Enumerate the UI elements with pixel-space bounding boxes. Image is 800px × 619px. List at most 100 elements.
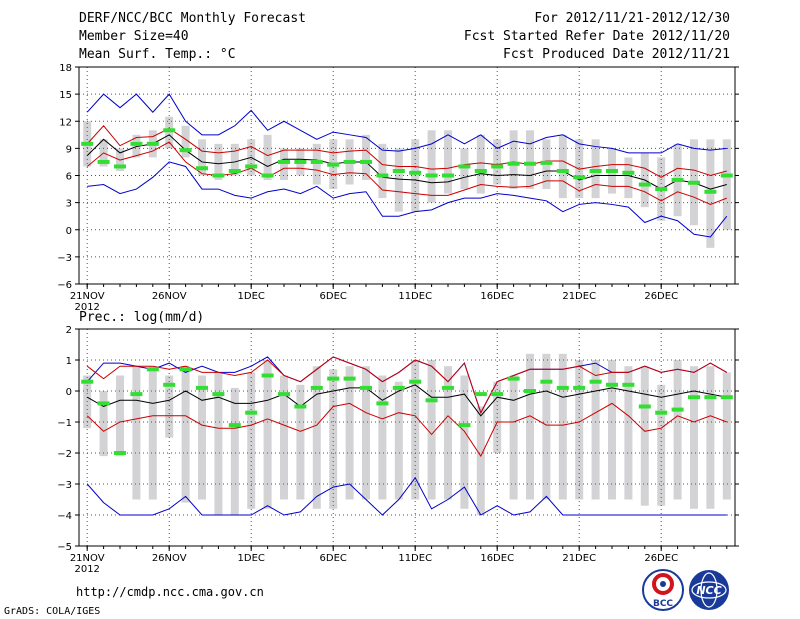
median-marker (442, 173, 454, 178)
median-marker (114, 164, 126, 169)
bcc-logo: BCC (642, 569, 684, 611)
median-marker (458, 423, 471, 428)
median-marker (278, 392, 290, 397)
median-marker (442, 385, 454, 390)
ensemble-box (198, 375, 206, 500)
median-marker (474, 392, 487, 397)
ensemble-box (526, 130, 534, 190)
median-marker (622, 382, 635, 387)
median-marker (310, 385, 323, 390)
median-marker (261, 173, 274, 178)
median-marker (474, 168, 487, 173)
median-marker (97, 401, 110, 406)
ensemble-box (263, 134, 272, 181)
std-low-line (86, 402, 727, 458)
median-marker (507, 161, 520, 166)
median-marker (327, 376, 340, 381)
ensemble-box (280, 375, 288, 500)
median-marker (294, 404, 307, 409)
x-tick-year: 2012 (74, 564, 99, 575)
median-marker (294, 159, 307, 164)
median-marker (524, 389, 536, 393)
median-marker (540, 160, 553, 165)
y-tick-label: −2 (57, 449, 72, 460)
ensemble-box (181, 125, 190, 158)
median-marker (376, 401, 389, 406)
median-marker (556, 385, 569, 390)
ensemble-box (427, 130, 436, 203)
median-marker (688, 395, 700, 400)
median-marker (81, 379, 94, 384)
median-marker (146, 141, 159, 146)
forecast-period: For 2012/11/21-2012/12/30 (534, 11, 730, 26)
median-marker (540, 379, 553, 384)
ensemble-box (526, 353, 534, 500)
ensemble-box (640, 366, 649, 506)
x-tick-year: 2012 (74, 302, 99, 313)
median-marker (245, 410, 258, 415)
ncc-logo: NCC (689, 570, 729, 610)
median-marker (720, 173, 733, 178)
footer-url[interactable]: http://cmdp.ncc.cma.gov.cn (76, 585, 264, 599)
plot-frame (78, 328, 736, 547)
grads-credit: GrADS: COLA/IGES (4, 606, 101, 617)
ensemble-box (460, 375, 469, 509)
median-marker (491, 392, 504, 397)
ensemble-box (362, 366, 370, 500)
median-marker (81, 141, 94, 146)
median-marker (606, 168, 618, 173)
x-tick-label: 21DEC (562, 553, 596, 564)
median-marker (409, 170, 422, 175)
y-tick-label: −3 (57, 253, 72, 264)
median-marker (130, 392, 143, 397)
median-marker (228, 423, 241, 428)
median-marker (310, 159, 323, 164)
ensemble-box (476, 406, 485, 515)
forecast-start-date: Fcst Started Refer Date 2012/11/20 (463, 29, 730, 44)
ensemble-box (214, 372, 223, 515)
y-tick-label: −3 (57, 480, 72, 491)
y-tick-label: 15 (59, 90, 72, 101)
median-marker (507, 376, 520, 381)
member-size: Member Size=40 (79, 29, 189, 44)
ensemble-box (263, 360, 272, 509)
std-high-line (86, 125, 727, 178)
median-marker (589, 379, 602, 384)
x-tick-label: 6DEC (320, 553, 347, 564)
x-tick-label: 26NOV (152, 553, 187, 564)
x-tick-label: 11DEC (398, 553, 432, 564)
x-tick-label: 1DEC (238, 291, 265, 302)
x-tick-label: 26NOV (152, 291, 187, 302)
median-marker (327, 162, 340, 167)
median-marker (343, 159, 356, 164)
median-marker (146, 367, 159, 372)
ensemble-box (165, 375, 174, 438)
ensemble-box (427, 360, 436, 500)
ensemble-box (116, 375, 124, 457)
ensemble-box (312, 366, 321, 509)
median-marker (97, 159, 110, 164)
median-marker (360, 159, 372, 164)
median-marker (638, 404, 651, 409)
y-tick-label: 3 (66, 199, 72, 210)
ensemble-box (624, 157, 633, 199)
ensemble-box (214, 143, 223, 181)
median-marker (556, 168, 569, 173)
ensemble-box (378, 375, 387, 500)
median-marker (573, 175, 586, 180)
ensemble-box (148, 366, 157, 500)
median-marker (688, 180, 700, 185)
y-tick-label: −4 (57, 511, 72, 522)
median-marker (638, 182, 651, 187)
y-tick-label: 1 (66, 356, 72, 367)
median-marker (228, 168, 241, 173)
median-marker (392, 385, 405, 390)
ensemble-box (99, 391, 108, 457)
ensemble-box (378, 143, 387, 199)
median-marker (425, 173, 438, 178)
ensemble-box (230, 387, 239, 515)
mean-line (86, 134, 727, 190)
ensemble-box (558, 134, 567, 199)
y-tick-label: 9 (66, 144, 72, 155)
